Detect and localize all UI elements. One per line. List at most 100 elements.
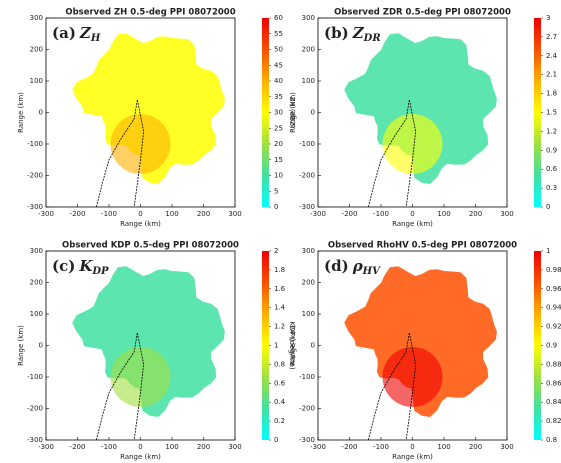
colorbar-tick-label: 0.88 <box>546 360 561 368</box>
x-tick-label: -200 <box>70 443 86 451</box>
panel-symbol: ρ <box>352 257 364 275</box>
coastline <box>96 99 145 208</box>
colorbar-tick-label: 2.7 <box>546 33 557 41</box>
colorbar-tick-label: 0.8 <box>274 360 285 368</box>
x-tick-label: 200 <box>469 443 482 451</box>
y-tick-label: -100 <box>27 373 43 381</box>
y-axis-label: Range (km) <box>17 92 25 133</box>
panel-label: (a) ZH <box>52 24 101 44</box>
colorbar-tick-label: 35 <box>274 93 283 101</box>
colorbar-tick-label: 1.6 <box>274 285 286 293</box>
colorbar-tick-label: 1.5 <box>546 109 557 117</box>
x-tick-label: 100 <box>165 443 178 451</box>
colorbar-tick-label: 60 <box>274 14 283 22</box>
panel-subscript: DP <box>91 266 109 277</box>
x-tick-label: -100 <box>101 210 117 218</box>
colorbar-tick-label: 25 <box>274 124 283 132</box>
x-tick-label: 300 <box>228 210 241 218</box>
colorbar-tick-label: 0.96 <box>546 285 561 293</box>
x-tick-label: 0 <box>138 210 142 218</box>
y-tick-label: 100 <box>302 77 315 85</box>
panel-subscript: DR <box>363 33 381 44</box>
panel-letter: (d) <box>324 257 349 275</box>
colorbar-tick-label: 0.86 <box>546 379 561 387</box>
y-tick-label: 300 <box>302 14 315 22</box>
colorbar-tick-label: 0.4 <box>274 398 286 406</box>
x-tick-label: -200 <box>342 443 358 451</box>
colorbar-tick-label: 0.3 <box>546 184 557 192</box>
x-tick-label: -300 <box>310 210 326 218</box>
y-tick-label: -300 <box>299 436 315 444</box>
x-tick-label: -100 <box>101 443 117 451</box>
y-tick-label: -200 <box>299 172 315 180</box>
x-axis-label: Range (km) <box>120 453 161 461</box>
colorbar-tick-label: 2.1 <box>546 71 557 79</box>
y-tick-label: 200 <box>302 279 315 287</box>
y-axis-label: Range (km) <box>17 325 25 366</box>
x-tick-label: 200 <box>197 443 210 451</box>
y-axis-label: Range (km) <box>289 325 297 366</box>
panel-title: Observed ZDR 0.5-deg PPI 08072000 <box>334 8 511 18</box>
colorbar-tick-label: 2 <box>274 247 278 255</box>
panel-subscript: HV <box>362 266 381 277</box>
colorbar-tick-label: 40 <box>274 77 283 85</box>
y-tick-label: -200 <box>27 172 43 180</box>
colorbar-tick-label: 1.8 <box>274 266 285 274</box>
colorbar-tick-label: 30 <box>274 109 283 117</box>
colorbar-tick-label: 0.94 <box>546 304 561 312</box>
y-tick-label: -100 <box>27 140 43 148</box>
y-tick-label: 0 <box>311 342 315 350</box>
colorbar-tick-label: 0.6 <box>546 165 558 173</box>
y-tick-label: 100 <box>30 310 43 318</box>
panel-label: (c) KDP <box>52 257 109 277</box>
colorbar <box>262 18 269 207</box>
colorbar <box>534 18 541 207</box>
panel-symbol: Z <box>79 24 92 42</box>
x-tick-label: -300 <box>310 443 326 451</box>
x-axis-label: Range (km) <box>120 220 161 228</box>
x-axis-label: Range (km) <box>392 453 433 461</box>
panel-label: (d) ρHV <box>324 257 381 277</box>
panel-subscript: H <box>90 33 101 44</box>
colorbar-tick-label: 1.2 <box>274 323 285 331</box>
x-tick-label: 100 <box>437 210 450 218</box>
colorbar-tick-label: 1.8 <box>546 90 557 98</box>
panel-symbol: K <box>78 257 93 275</box>
echo-core <box>110 347 171 407</box>
colorbar-tick-label: 1.2 <box>546 127 557 135</box>
y-tick-label: -100 <box>299 140 315 148</box>
colorbar-tick-label: 5 <box>274 187 278 195</box>
y-tick-label: -100 <box>299 373 315 381</box>
panel-title: Observed RhoHV 0.5-deg PPI 08072000 <box>328 241 517 251</box>
colorbar-tick-label: 3 <box>546 14 550 22</box>
colorbar-tick-label: 45 <box>274 61 283 69</box>
panel-letter: (c) <box>52 257 75 275</box>
x-tick-label: 0 <box>138 443 142 451</box>
x-tick-label: -200 <box>342 210 358 218</box>
x-tick-label: -200 <box>70 210 86 218</box>
y-axis-label: Range (km) <box>289 92 297 133</box>
panel-title: Observed KDP 0.5-deg PPI 08072000 <box>62 241 239 251</box>
y-tick-label: 0 <box>311 109 315 117</box>
colorbar-tick-label: 2.4 <box>546 52 558 60</box>
radar-echo <box>72 266 225 417</box>
x-tick-label: -300 <box>38 443 54 451</box>
radar-echo <box>72 33 225 184</box>
echo-core <box>382 347 443 407</box>
coastline <box>96 332 145 441</box>
x-tick-label: 100 <box>165 210 178 218</box>
y-tick-label: -200 <box>27 405 43 413</box>
colorbar-tick-label: 0.2 <box>274 417 285 425</box>
colorbar-tick-label: 15 <box>274 156 283 164</box>
y-tick-label: 300 <box>30 247 43 255</box>
x-tick-label: 0 <box>410 443 414 451</box>
x-tick-label: -100 <box>373 443 389 451</box>
x-tick-label: 200 <box>197 210 210 218</box>
radar-echo <box>344 266 497 417</box>
colorbar <box>534 251 541 440</box>
y-tick-label: 200 <box>302 46 315 54</box>
colorbar-tick-label: 10 <box>274 172 283 180</box>
colorbar-tick-label: 0.84 <box>546 398 561 406</box>
colorbar-tick-label: 1 <box>274 342 278 350</box>
